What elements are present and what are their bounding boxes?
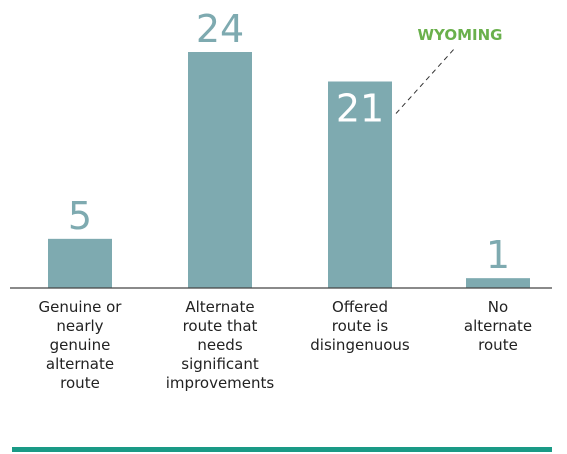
x-tick-label: Alternate route that needs significant i…	[165, 298, 275, 392]
x-tick-label: Offered route is disingenuous	[310, 298, 410, 354]
bar	[48, 238, 112, 288]
x-tick-label: Genuine or nearly genuine alternate rout…	[38, 298, 122, 392]
value-label: 24	[196, 7, 244, 51]
bar	[188, 52, 252, 288]
annotation: WYOMING	[418, 26, 503, 44]
value-label: 1	[486, 233, 510, 277]
x-tick-label: No alternate route	[463, 298, 533, 354]
annotation-leader	[395, 47, 456, 114]
value-label: 21	[336, 87, 384, 131]
bar	[466, 278, 530, 288]
value-label: 5	[68, 194, 92, 238]
footer-rule	[12, 447, 552, 452]
bar	[328, 81, 392, 288]
